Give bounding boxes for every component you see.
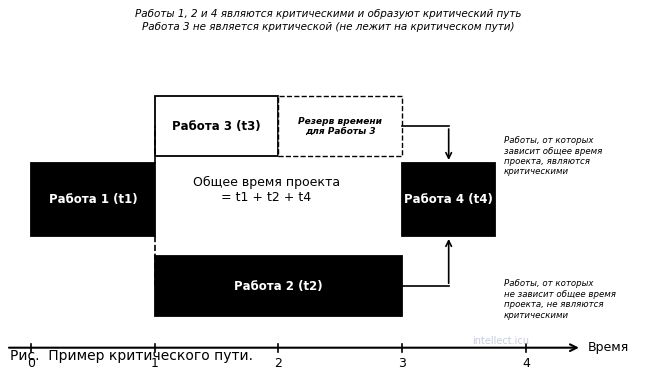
Text: Рис.  Пример критического пути.: Рис. Пример критического пути.	[10, 349, 253, 363]
Bar	[31, 163, 155, 236]
Bar	[155, 256, 402, 316]
Text: Общее время проекта
= t1 + t2 + t4: Общее время проекта = t1 + t2 + t4	[193, 176, 340, 203]
Text: Работа 2 (t2): Работа 2 (t2)	[234, 280, 323, 293]
Bar	[402, 163, 495, 236]
Text: Работы, от которых
не зависит общее время
проекта, не являются
критическими: Работы, от которых не зависит общее врем…	[504, 279, 616, 320]
Text: Работа 3 не является критической (не лежит на критическом пути): Работа 3 не является критической (не леж…	[142, 22, 514, 32]
Text: 0: 0	[27, 357, 35, 370]
Text: Резерв времени
для Работы 3: Резерв времени для Работы 3	[298, 117, 382, 136]
Text: 1: 1	[151, 357, 159, 370]
Text: Время: Время	[588, 341, 629, 354]
Text: Работы 1, 2 и 4 являются критическими и образуют критический путь: Работы 1, 2 и 4 являются критическими и …	[134, 9, 522, 20]
Text: intellect.icu: intellect.icu	[472, 336, 529, 346]
Bar	[155, 96, 279, 156]
Text: Работа 3 (t3): Работа 3 (t3)	[173, 120, 261, 133]
Text: 4: 4	[522, 357, 530, 370]
Text: 3: 3	[398, 357, 406, 370]
Text: Работа 1 (t1): Работа 1 (t1)	[49, 193, 137, 206]
Text: 2: 2	[275, 357, 283, 370]
Text: Работы, от которых
зависит общее время
проекта, являются
критическими: Работы, от которых зависит общее время п…	[504, 136, 602, 176]
Bar	[279, 96, 402, 156]
Text: Работа 4 (t4): Работа 4 (t4)	[404, 193, 493, 206]
